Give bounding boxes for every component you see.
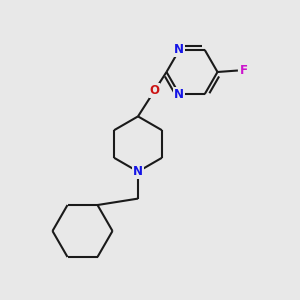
Text: O: O xyxy=(149,84,160,97)
Text: N: N xyxy=(133,165,143,178)
Text: N: N xyxy=(174,88,184,100)
Text: F: F xyxy=(240,64,248,77)
Text: N: N xyxy=(174,44,184,56)
